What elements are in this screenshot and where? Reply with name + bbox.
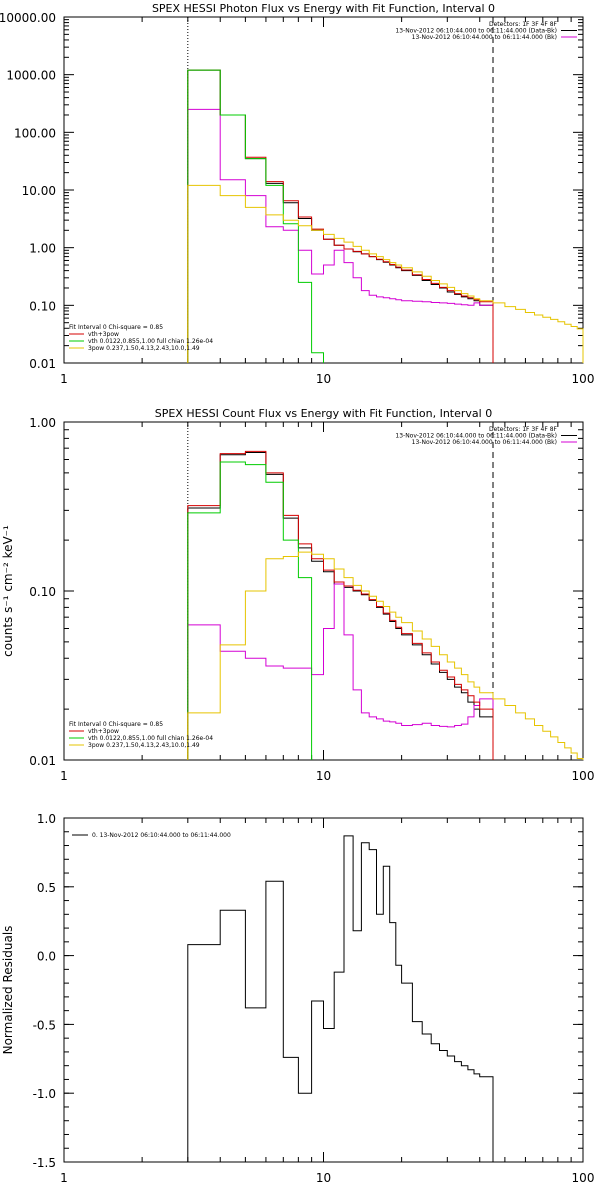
y-tick-label: -1.5	[33, 1156, 56, 1170]
y-tick-label: 1000.00	[6, 69, 56, 83]
y-tick-label: 1.00	[29, 416, 56, 430]
y-tick-label: 10.00	[22, 184, 56, 198]
series-line-3	[187, 69, 494, 363]
plot-frame	[63, 16, 584, 364]
y-tick-label: -1.0	[33, 1087, 56, 1101]
header-line: 13-Nov-2012 06:10:44.000 to 06:11:44.000…	[395, 433, 557, 440]
fit-legend-entry: vth+3pow	[88, 331, 119, 338]
series-line-2	[187, 108, 494, 363]
x-tick-label: 100	[572, 372, 595, 386]
y-tick-label: 0.01	[29, 754, 56, 768]
y-tick-label: -0.5	[33, 1018, 56, 1032]
series-line-4	[187, 461, 313, 760]
x-tick-label: 10	[316, 372, 331, 386]
y-tick-label: 0.5	[37, 881, 56, 895]
y-axis-label: counts s⁻¹ cm⁻² keV⁻¹	[1, 525, 15, 657]
series-line-5	[187, 184, 584, 363]
x-tick-label: 100	[572, 769, 595, 783]
series-line-2	[187, 583, 494, 760]
fit-legend-entry: 3pow 0.237,1.50,4.13,2.43,10.0,1.49	[88, 345, 200, 352]
fit-legend-entry: vth 0.0122,0.855,1.00 full chian 1.26e-0…	[88, 338, 213, 345]
plot-frame	[63, 421, 584, 761]
fit-legend-entry: vth 0.0122,0.855,1.00 full chian 1.26e-0…	[88, 735, 213, 742]
y-tick-label: 0.10	[29, 585, 56, 599]
series-line-3	[187, 450, 494, 760]
x-tick-label: 1	[60, 372, 68, 386]
x-tick-label: 10	[316, 769, 331, 783]
chart-panel-3: 1 10 100 -1.5 -1.0 -0.5 0.0 0.5 1.0 Normalized Re…	[1, 812, 594, 1185]
series-line-4	[187, 69, 324, 363]
chart-title: SPEX HESSI Photon Flux vs Energy with Fi…	[152, 2, 495, 15]
fit-legend-title: Fit Interval 0 Chi-square = 0.85	[69, 721, 163, 728]
y-tick-label: 1.00	[29, 242, 56, 256]
fit-legend-entry: 3pow 0.237,1.50,4.13,2.43,10.0,1.49	[88, 742, 200, 749]
header-line: Detectors: 1F 3F 4F 8F	[489, 426, 558, 433]
header-line: 13-Nov-2012 06:10:44.000 to 06:11:44.000…	[412, 34, 557, 41]
x-tick-label: 100	[572, 1171, 595, 1185]
chart-panel-1: SPEX HESSI Photon Flux vs Energy with Fi…	[0, 2, 594, 386]
fit-legend-entry: vth+3pow	[88, 728, 119, 735]
y-axis-label: Normalized Residuals	[1, 926, 15, 1055]
header-line: 13-Nov-2012 06:10:44.000 to 06:11:44.000…	[412, 439, 557, 446]
plot-frame	[63, 817, 584, 1163]
y-tick-label: 100.00	[14, 126, 56, 140]
y-tick-label: 0.10	[29, 299, 56, 313]
y-tick-label: 1.0	[37, 812, 56, 826]
legend-entry: 0. 13-Nov-2012 06:10:44.000 to 06:11:44.…	[92, 832, 231, 839]
header-line: 13-Nov-2012 06:10:44.000 to 06:11:44.000…	[395, 28, 557, 35]
x-tick-label: 1	[60, 769, 68, 783]
chart-panel-2: SPEX HESSI Count Flux vs Energy with Fit…	[1, 407, 594, 783]
chart-title: SPEX HESSI Count Flux vs Energy with Fit…	[155, 407, 492, 420]
x-tick-label: 1	[60, 1171, 68, 1185]
y-tick-label: 10000.00	[0, 11, 56, 25]
y-tick-label: 0.01	[29, 357, 56, 371]
series-line-1	[187, 69, 494, 363]
header-line: Detectors: 1F 3F 4F 8F	[489, 21, 558, 28]
x-tick-label: 10	[316, 1171, 331, 1185]
series-line-5	[187, 551, 584, 760]
y-tick-label: 0.0	[37, 950, 56, 964]
series-line-1	[187, 835, 494, 1162]
series-line-1	[187, 452, 494, 760]
fit-legend-title: Fit Interval 0 Chi-square = 0.85	[69, 324, 163, 331]
